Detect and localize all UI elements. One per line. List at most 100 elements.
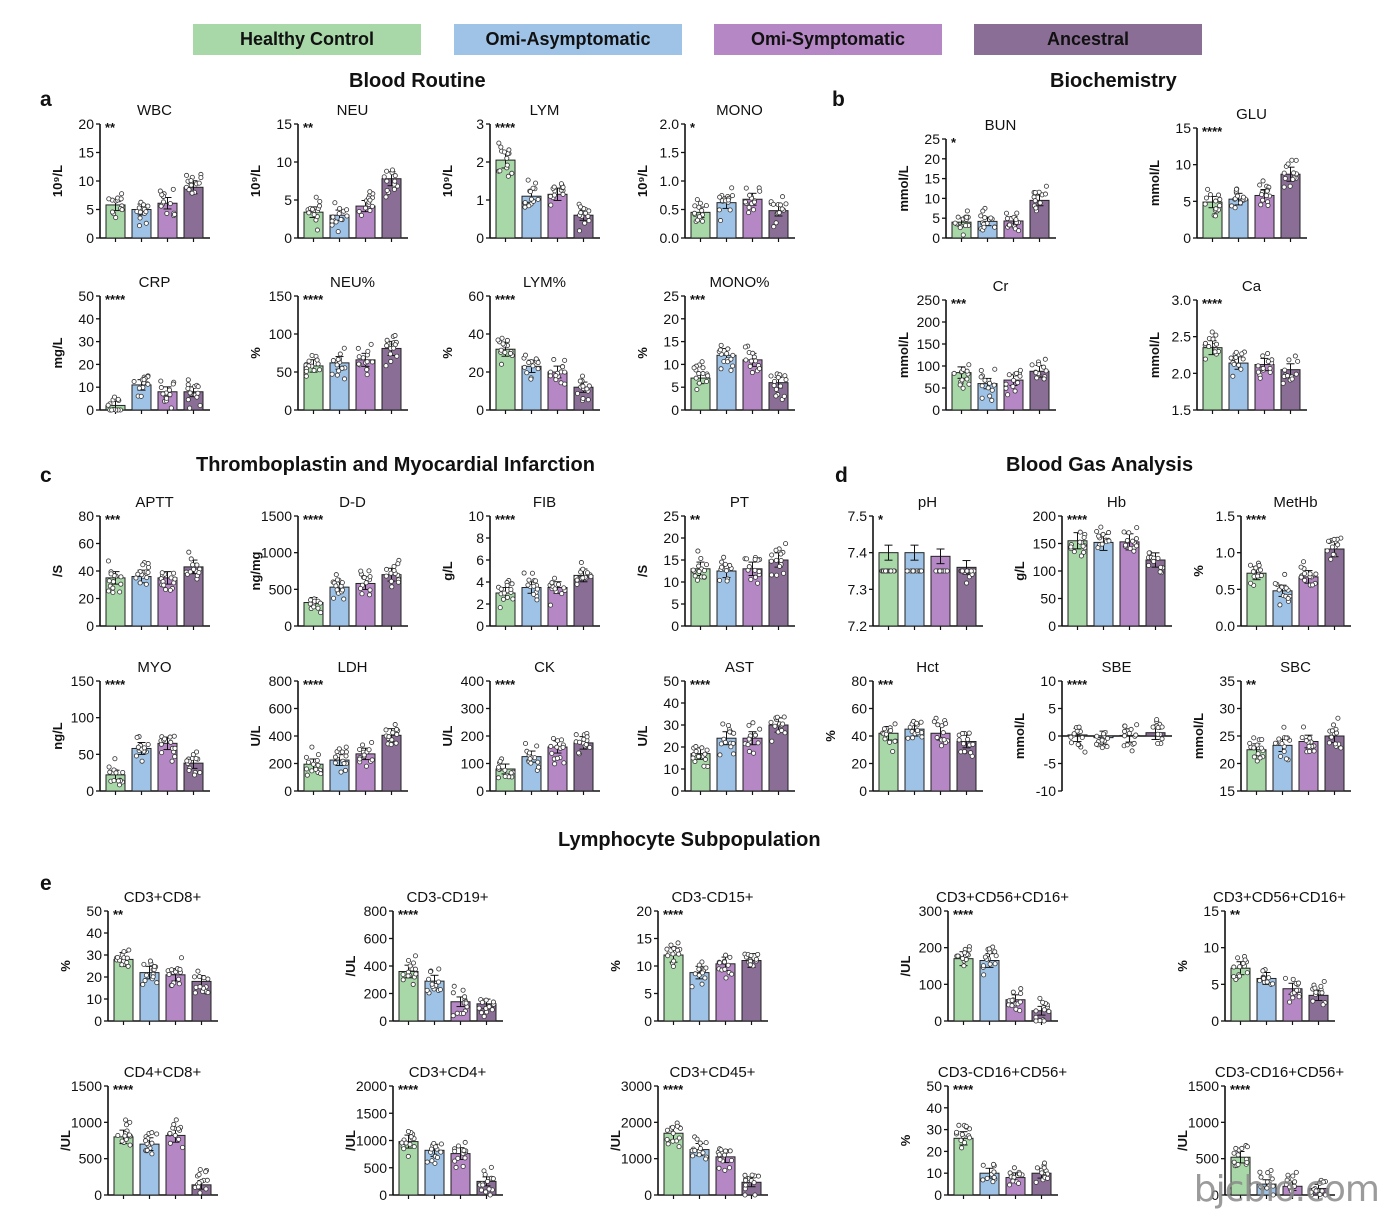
data-dot (1251, 735, 1257, 741)
data-dot (140, 981, 146, 987)
data-dot (704, 747, 710, 753)
data-dot (965, 736, 971, 742)
data-dot (195, 1184, 201, 1190)
y-axis-label: mmol/L (1147, 332, 1162, 378)
panel-letter-c: c (40, 464, 52, 487)
significance-label: *** (951, 296, 967, 311)
y-tick-label: 30 (78, 334, 94, 350)
data-dot (1335, 542, 1341, 548)
data-dot (190, 562, 196, 568)
data-dot (189, 190, 195, 196)
legend-healthy-control: Healthy Control (193, 24, 421, 55)
data-dot (1133, 732, 1139, 738)
data-dot (578, 560, 584, 566)
chart-title: MONO% (710, 274, 770, 291)
data-dot (957, 225, 963, 231)
data-dot (308, 597, 314, 603)
data-dot (1326, 740, 1332, 746)
data-dot (918, 719, 924, 725)
y-tick-label: 0 (86, 783, 94, 799)
data-dot (497, 605, 503, 611)
data-dot (1206, 344, 1212, 350)
data-dot (1330, 551, 1336, 557)
data-dot (729, 185, 735, 191)
data-dot (197, 403, 203, 409)
data-dot (405, 1128, 411, 1134)
chart-title: CD3+CD45+ (670, 1064, 756, 1081)
data-dot (204, 1177, 210, 1183)
chart-title: CD3-CD19+ (406, 889, 488, 906)
y-tick-label: 40 (468, 326, 484, 342)
data-dot (1129, 748, 1135, 754)
data-dot (1033, 1018, 1039, 1024)
chart-glu: 0 5 10 15 GLU **** mmol/L (1147, 106, 1307, 246)
significance-label: **** (105, 677, 126, 692)
data-dot (1076, 724, 1082, 730)
data-dot (509, 581, 515, 587)
panel-letter-e: e (40, 872, 52, 895)
data-dot (1010, 383, 1016, 389)
data-dot (1010, 989, 1016, 995)
data-dot (341, 596, 347, 602)
data-dot (383, 727, 389, 733)
data-dot (488, 1164, 494, 1170)
y-tick-label: 10 (276, 154, 292, 170)
data-dot (778, 551, 784, 557)
data-dot (340, 587, 346, 593)
data-dot (145, 203, 151, 209)
data-dot (1015, 380, 1021, 386)
data-dot (560, 744, 566, 750)
data-dot (523, 741, 529, 747)
data-dot (1155, 741, 1161, 747)
significance-label: ** (1246, 677, 1257, 692)
data-dot (746, 748, 752, 754)
y-tick-label: 5 (671, 596, 679, 612)
data-dot (356, 354, 362, 360)
data-dot (332, 760, 338, 766)
section-title-thromboplastin: Thromboplastin and Myocardial Infarction (196, 454, 595, 476)
data-dot (367, 189, 373, 195)
data-dot (1212, 349, 1218, 355)
data-dot (746, 210, 752, 216)
y-tick-label: 40 (851, 728, 867, 744)
data-dot (702, 751, 708, 757)
data-dot (692, 203, 698, 209)
data-dot (344, 207, 350, 213)
chart-title: MetHb (1273, 494, 1317, 511)
data-dot (118, 196, 124, 202)
data-dot (1276, 736, 1282, 742)
data-dot (489, 1007, 495, 1013)
data-dot (173, 1117, 179, 1123)
data-dot (357, 756, 363, 762)
data-dot (703, 562, 709, 568)
data-dot (665, 953, 671, 959)
data-dot (1272, 581, 1278, 587)
data-dot (576, 228, 582, 234)
data-dot (524, 370, 530, 376)
y-tick-label: 1.5 (1216, 508, 1236, 524)
data-dot (360, 355, 366, 361)
data-dot (729, 193, 735, 199)
data-dot (1159, 724, 1165, 730)
data-dot (433, 1144, 439, 1150)
chart-title: MYO (137, 659, 171, 676)
data-dot (383, 363, 389, 369)
data-dot (177, 966, 183, 972)
data-dot (145, 561, 151, 567)
data-dot (562, 369, 568, 375)
data-dot (941, 737, 947, 743)
data-dot (671, 958, 677, 964)
data-dot (498, 144, 504, 150)
significance-label: **** (1067, 512, 1088, 527)
section-title-lymphocyte: Lymphocyte Subpopulation (558, 829, 821, 851)
y-axis-label: U/L (635, 725, 650, 746)
legend-ancestral: Ancestral (974, 24, 1202, 55)
data-dot (478, 1010, 484, 1016)
data-dot (1011, 377, 1017, 383)
y-tick-label: 1000 (621, 1151, 652, 1167)
panel-letter-a: a (40, 88, 52, 111)
data-dot (389, 737, 395, 743)
data-dot (337, 206, 343, 212)
y-tick-label: 15 (1175, 120, 1191, 136)
data-dot (728, 356, 734, 362)
